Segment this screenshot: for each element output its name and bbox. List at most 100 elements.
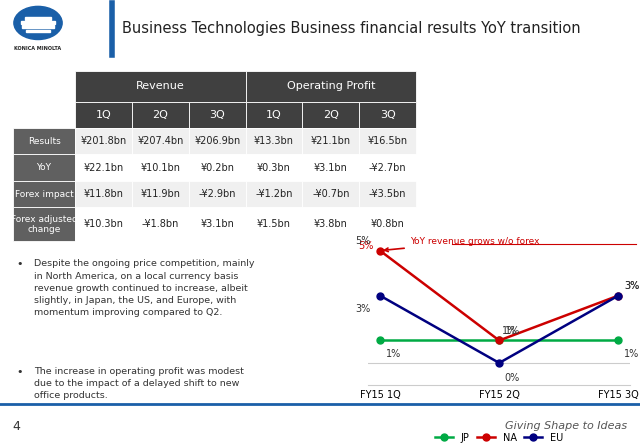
Line: EU: EU: [376, 292, 622, 366]
Text: ¥11.9bn: ¥11.9bn: [140, 189, 180, 199]
Bar: [246, 128, 303, 155]
Text: -¥2.7bn: -¥2.7bn: [369, 163, 406, 173]
Text: 1%: 1%: [624, 349, 639, 359]
Bar: [246, 181, 303, 207]
Text: ¥10.1bn: ¥10.1bn: [140, 163, 180, 173]
Bar: [246, 101, 303, 128]
Text: Despite the ongoing price competition, mainly
in North America, on a local curre: Despite the ongoing price competition, m…: [35, 260, 255, 317]
Text: ¥0.2bn: ¥0.2bn: [200, 163, 234, 173]
Text: -¥3.5bn: -¥3.5bn: [369, 189, 406, 199]
Text: 3%: 3%: [355, 304, 370, 314]
Text: Forex impact: Forex impact: [15, 190, 74, 198]
Bar: [76, 155, 132, 181]
Text: 3Q: 3Q: [209, 110, 225, 120]
Text: 0%: 0%: [505, 373, 520, 383]
Text: ¥206.9bn: ¥206.9bn: [194, 136, 241, 146]
Text: •: •: [17, 367, 23, 377]
Text: 3%: 3%: [624, 280, 639, 291]
Bar: [13, 155, 76, 181]
Text: ¥207.4bn: ¥207.4bn: [138, 136, 184, 146]
Bar: [132, 128, 189, 155]
Text: ¥3.8bn: ¥3.8bn: [314, 219, 348, 229]
Text: The increase in operating profit was modest
due to the impact of a delayed shift: The increase in operating profit was mod…: [35, 367, 244, 400]
Bar: [76, 207, 132, 241]
Bar: [359, 155, 416, 181]
JP: [495, 338, 503, 343]
Bar: [132, 101, 189, 128]
Bar: [25, 17, 51, 20]
Text: 1%: 1%: [385, 349, 401, 359]
Bar: [26, 30, 50, 32]
Text: 5%: 5%: [355, 236, 371, 246]
Text: Business Technologies Business financial results YoY transition: Business Technologies Business financial…: [122, 21, 580, 36]
Line: JP: JP: [376, 337, 622, 344]
Text: ¥3.1bn: ¥3.1bn: [314, 163, 348, 173]
Text: 4: 4: [13, 420, 20, 433]
Bar: [76, 101, 132, 128]
Text: -¥2.9bn: -¥2.9bn: [198, 189, 236, 199]
Bar: [189, 128, 246, 155]
Ellipse shape: [14, 6, 62, 39]
Text: ¥1.5bn: ¥1.5bn: [257, 219, 291, 229]
Bar: [76, 71, 246, 101]
Text: KONICA MINOLTA: KONICA MINOLTA: [15, 46, 61, 51]
Bar: [246, 155, 303, 181]
Bar: [189, 155, 246, 181]
NA: [495, 338, 503, 343]
Text: ¥0.8bn: ¥0.8bn: [371, 219, 404, 229]
EU: [376, 293, 384, 298]
Text: 1Q: 1Q: [96, 110, 111, 120]
Bar: [13, 71, 76, 101]
Text: 2Q: 2Q: [323, 110, 339, 120]
Bar: [246, 207, 303, 241]
Bar: [76, 181, 132, 207]
Text: ¥0.3bn: ¥0.3bn: [257, 163, 291, 173]
Text: 1%: 1%: [502, 326, 517, 335]
Text: Results: Results: [28, 137, 60, 146]
Bar: [359, 101, 416, 128]
Bar: [76, 128, 132, 155]
EU: [614, 293, 622, 298]
JP: [614, 338, 622, 343]
Text: 2Q: 2Q: [152, 110, 168, 120]
Bar: [303, 101, 359, 128]
Text: ¥21.1bn: ¥21.1bn: [311, 136, 351, 146]
Text: 3%: 3%: [624, 280, 639, 291]
Text: ¥3.1bn: ¥3.1bn: [200, 219, 234, 229]
Text: -¥0.7bn: -¥0.7bn: [312, 189, 349, 199]
Text: Revenue: Revenue: [136, 81, 185, 91]
Text: ¥22.1bn: ¥22.1bn: [84, 163, 124, 173]
Bar: [132, 155, 189, 181]
Text: YoY: YoY: [36, 163, 52, 172]
Text: YoY revenue grows w/o forex: YoY revenue grows w/o forex: [385, 237, 540, 252]
JP: [376, 338, 384, 343]
Bar: [303, 155, 359, 181]
Text: ¥13.3bn: ¥13.3bn: [254, 136, 294, 146]
NA: [376, 248, 384, 253]
Bar: [303, 181, 359, 207]
Text: •: •: [17, 260, 23, 269]
EU: [495, 360, 503, 365]
Text: 1%: 1%: [505, 326, 520, 335]
Text: ¥201.8bn: ¥201.8bn: [81, 136, 127, 146]
Text: 3Q: 3Q: [380, 110, 396, 120]
Text: ¥10.3bn: ¥10.3bn: [84, 219, 124, 229]
Bar: [359, 128, 416, 155]
Text: -¥1.2bn: -¥1.2bn: [255, 189, 292, 199]
Bar: [303, 207, 359, 241]
Text: -¥1.8bn: -¥1.8bn: [142, 219, 179, 229]
Bar: [132, 181, 189, 207]
Bar: [359, 207, 416, 241]
Bar: [132, 207, 189, 241]
Bar: [303, 128, 359, 155]
Text: Giving Shape to Ideas: Giving Shape to Ideas: [505, 421, 627, 431]
Text: ¥16.5bn: ¥16.5bn: [367, 136, 408, 146]
Bar: [22, 25, 54, 28]
Legend: JP, NA, EU: JP, NA, EU: [431, 429, 567, 443]
Text: ¥11.8bn: ¥11.8bn: [84, 189, 124, 199]
Bar: [20, 21, 56, 24]
Bar: [189, 181, 246, 207]
NA: [614, 293, 622, 298]
Bar: [359, 181, 416, 207]
Bar: [13, 181, 76, 207]
